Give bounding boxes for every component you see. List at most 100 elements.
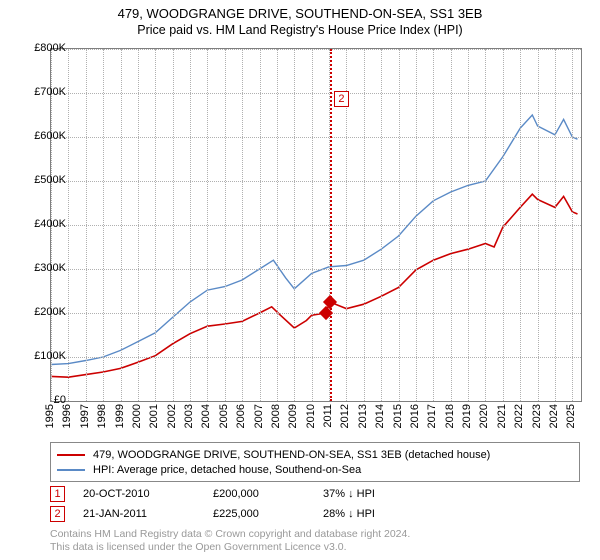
- gridline-vertical: [86, 49, 87, 401]
- y-tick-label: £500K: [16, 174, 66, 186]
- gridline-vertical: [555, 49, 556, 401]
- gridline-vertical: [173, 49, 174, 401]
- x-tick-label: 2016: [409, 404, 421, 428]
- event-row: 2 21-JAN-2011 £225,000 28% ↓ HPI: [50, 504, 443, 524]
- x-tick-label: 1995: [44, 404, 56, 428]
- x-tick-label: 1996: [61, 404, 73, 428]
- x-tick-label: 2022: [513, 404, 525, 428]
- x-tick-label: 2015: [392, 404, 404, 428]
- legend-label: HPI: Average price, detached house, Sout…: [93, 464, 361, 476]
- gridline-vertical: [260, 49, 261, 401]
- legend-swatch-icon: [57, 469, 85, 471]
- gridline-vertical: [242, 49, 243, 401]
- gridline-horizontal: [51, 357, 581, 358]
- event-pct: 37% ↓ HPI: [323, 488, 443, 500]
- gridline-vertical: [103, 49, 104, 401]
- x-tick-label: 2006: [235, 404, 247, 428]
- x-tick-label: 2025: [565, 404, 577, 428]
- x-tick-label: 2014: [374, 404, 386, 428]
- gridline-horizontal: [51, 49, 581, 50]
- x-tick-label: 2024: [548, 404, 560, 428]
- x-tick-label: 1998: [96, 404, 108, 428]
- event-date: 21-JAN-2011: [83, 508, 213, 520]
- x-tick-label: 2020: [478, 404, 490, 428]
- x-tick-label: 2008: [270, 404, 282, 428]
- x-tick-label: 2001: [148, 404, 160, 428]
- footer-line: This data is licensed under the Open Gov…: [50, 541, 410, 554]
- gridline-vertical: [520, 49, 521, 401]
- event-price: £225,000: [213, 508, 323, 520]
- event-price: £200,000: [213, 488, 323, 500]
- chart-title: 479, WOODGRANGE DRIVE, SOUTHEND-ON-SEA, …: [0, 6, 600, 21]
- event-pct: 28% ↓ HPI: [323, 508, 443, 520]
- plot-area: 2: [50, 48, 582, 402]
- gridline-vertical: [485, 49, 486, 401]
- attribution-footer: Contains HM Land Registry data © Crown c…: [50, 528, 410, 554]
- gridline-vertical: [277, 49, 278, 401]
- event-row: 1 20-OCT-2010 £200,000 37% ↓ HPI: [50, 484, 443, 504]
- legend-label: 479, WOODGRANGE DRIVE, SOUTHEND-ON-SEA, …: [93, 449, 490, 461]
- x-tick-label: 2012: [339, 404, 351, 428]
- event-number-badge: 2: [50, 506, 65, 522]
- x-tick-label: 2005: [218, 404, 230, 428]
- events-table: 1 20-OCT-2010 £200,000 37% ↓ HPI 2 21-JA…: [50, 484, 443, 524]
- x-tick-label: 2007: [253, 404, 265, 428]
- x-tick-label: 2000: [131, 404, 143, 428]
- x-tick-label: 2021: [496, 404, 508, 428]
- y-tick-label: £300K: [16, 262, 66, 274]
- event-date: 20-OCT-2010: [83, 488, 213, 500]
- x-tick-label: 1997: [79, 404, 91, 428]
- gridline-horizontal: [51, 269, 581, 270]
- gridline-horizontal: [51, 313, 581, 314]
- y-tick-label: £200K: [16, 306, 66, 318]
- gridline-horizontal: [51, 137, 581, 138]
- x-tick-label: 2023: [531, 404, 543, 428]
- x-tick-label: 2003: [183, 404, 195, 428]
- y-tick-label: £400K: [16, 218, 66, 230]
- series-line-price-paid: [51, 194, 578, 377]
- x-tick-label: 2004: [200, 404, 212, 428]
- gridline-vertical: [451, 49, 452, 401]
- legend-swatch-icon: [57, 454, 85, 456]
- x-tick-label: 2018: [444, 404, 456, 428]
- gridline-vertical: [190, 49, 191, 401]
- x-tick-label: 2002: [166, 404, 178, 428]
- series-line-hpi: [51, 115, 578, 365]
- x-tick-label: 2011: [322, 404, 334, 428]
- y-tick-label: £800K: [16, 42, 66, 54]
- gridline-vertical: [312, 49, 313, 401]
- event-vertical-line: [330, 49, 332, 401]
- gridline-vertical: [138, 49, 139, 401]
- legend-box: 479, WOODGRANGE DRIVE, SOUTHEND-ON-SEA, …: [50, 442, 580, 482]
- x-tick-label: 2010: [305, 404, 317, 428]
- gridline-vertical: [68, 49, 69, 401]
- gridline-vertical: [572, 49, 573, 401]
- legend-row: HPI: Average price, detached house, Sout…: [57, 462, 573, 477]
- y-tick-label: £0: [16, 394, 66, 406]
- y-tick-label: £100K: [16, 350, 66, 362]
- x-tick-label: 2009: [287, 404, 299, 428]
- event-number-badge: 1: [50, 486, 65, 502]
- gridline-horizontal: [51, 93, 581, 94]
- chart-container: 479, WOODGRANGE DRIVE, SOUTHEND-ON-SEA, …: [0, 0, 600, 560]
- gridline-vertical: [381, 49, 382, 401]
- gridline-vertical: [433, 49, 434, 401]
- gridline-vertical: [155, 49, 156, 401]
- event-label-box: 2: [334, 91, 349, 107]
- gridline-vertical: [294, 49, 295, 401]
- gridline-vertical: [399, 49, 400, 401]
- gridline-vertical: [121, 49, 122, 401]
- gridline-vertical: [416, 49, 417, 401]
- gridline-vertical: [468, 49, 469, 401]
- gridline-horizontal: [51, 225, 581, 226]
- x-tick-label: 1999: [114, 404, 126, 428]
- x-tick-label: 2017: [426, 404, 438, 428]
- gridline-vertical: [538, 49, 539, 401]
- y-tick-label: £700K: [16, 86, 66, 98]
- gridline-vertical: [225, 49, 226, 401]
- gridline-vertical: [207, 49, 208, 401]
- legend-row: 479, WOODGRANGE DRIVE, SOUTHEND-ON-SEA, …: [57, 447, 573, 462]
- x-tick-label: 2019: [461, 404, 473, 428]
- y-tick-label: £600K: [16, 130, 66, 142]
- title-block: 479, WOODGRANGE DRIVE, SOUTHEND-ON-SEA, …: [0, 0, 600, 37]
